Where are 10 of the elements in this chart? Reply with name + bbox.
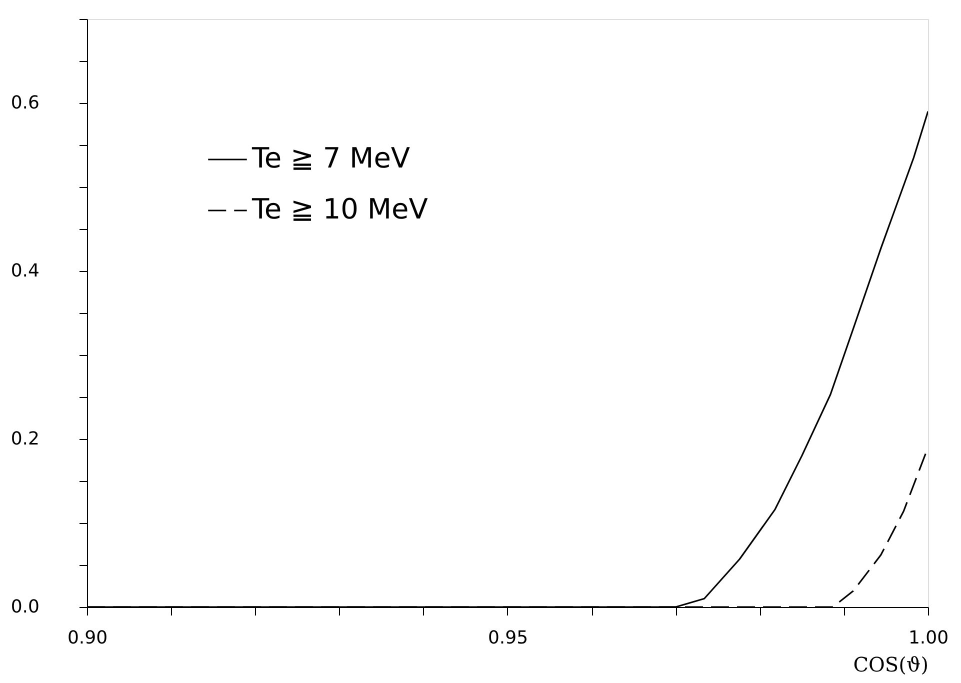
x-axis-title: COS(ϑ) bbox=[853, 652, 928, 676]
y-tick-label: 0.2 bbox=[10, 428, 40, 450]
y-tick-label: 0.6 bbox=[10, 92, 40, 114]
legend-label: Te ≧ 7 MeV bbox=[251, 142, 410, 174]
y-tick-label: 0.0 bbox=[10, 596, 40, 618]
y-tick-label: 0.4 bbox=[10, 260, 40, 282]
legend-label: Te ≧ 10 MeV bbox=[251, 192, 428, 226]
x-tick-label: 0.95 bbox=[488, 628, 528, 648]
x-tick-label: 1.00 bbox=[908, 628, 949, 648]
x-tick-label: 0.90 bbox=[67, 628, 108, 648]
